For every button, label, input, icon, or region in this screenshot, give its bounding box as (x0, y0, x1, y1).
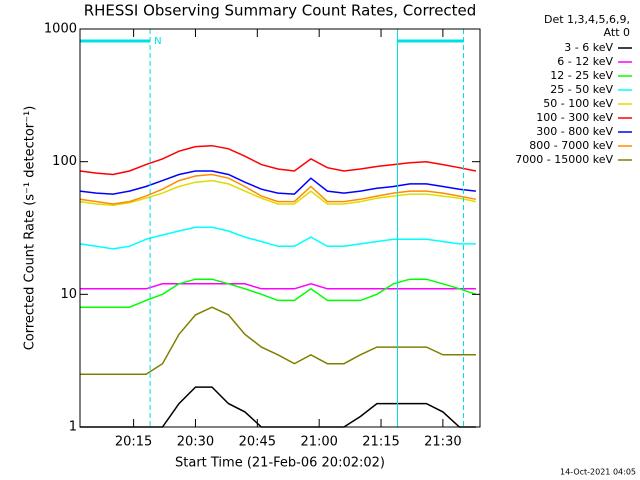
legend-label: 7000 - 15000 keV (515, 153, 613, 166)
flag-label: N (154, 36, 161, 47)
legend-label: 12 - 25 keV (550, 69, 613, 82)
legend-label: 100 - 300 keV (536, 111, 613, 124)
legend-label: 800 - 7000 keV (529, 139, 613, 152)
series-line (79, 170, 476, 195)
series-line (79, 179, 477, 206)
y-axis-label: Corrected Count Rate (s⁻¹ detector⁻¹) (23, 106, 38, 351)
legend-label: 25 - 50 keV (550, 83, 613, 96)
legend-label: 3 - 6 keV (564, 41, 613, 54)
legend-label: 300 - 800 keV (536, 125, 613, 138)
legend-label: 6 - 12 keV (557, 55, 613, 68)
x-axis-label: Start Time (21-Feb-06 20:02:02) (175, 456, 385, 471)
series-line (80, 306, 476, 375)
y-tick-label: 1000 (44, 22, 77, 37)
y-tick-label: 10 (60, 287, 77, 302)
x-tick-label: 20:15 (115, 435, 152, 450)
y-tick-label: 100 (52, 154, 77, 169)
legend-label: 50 - 100 keV (543, 97, 613, 110)
legend-title: Det 1,3,4,5,6,9, (544, 13, 630, 26)
series-line (79, 226, 476, 250)
series-line (79, 144, 477, 176)
timestamp: 14-Oct-2021 04:05 (560, 468, 636, 477)
x-tick-label: 20:30 (177, 435, 214, 450)
series-line (79, 173, 477, 205)
plot-frame (79, 28, 481, 428)
x-tick-label: 21:30 (424, 435, 461, 450)
y-tick-label: 1 (69, 420, 77, 435)
series-line (80, 278, 477, 308)
x-tick-label: 21:15 (362, 435, 399, 450)
series-line (80, 283, 476, 290)
x-tick-label: 21:00 (300, 435, 337, 450)
legend-title: Att 0 (604, 26, 630, 39)
chart-title: RHESSI Observing Summary Count Rates, Co… (84, 2, 477, 20)
x-tick-label: 20:45 (239, 435, 276, 450)
